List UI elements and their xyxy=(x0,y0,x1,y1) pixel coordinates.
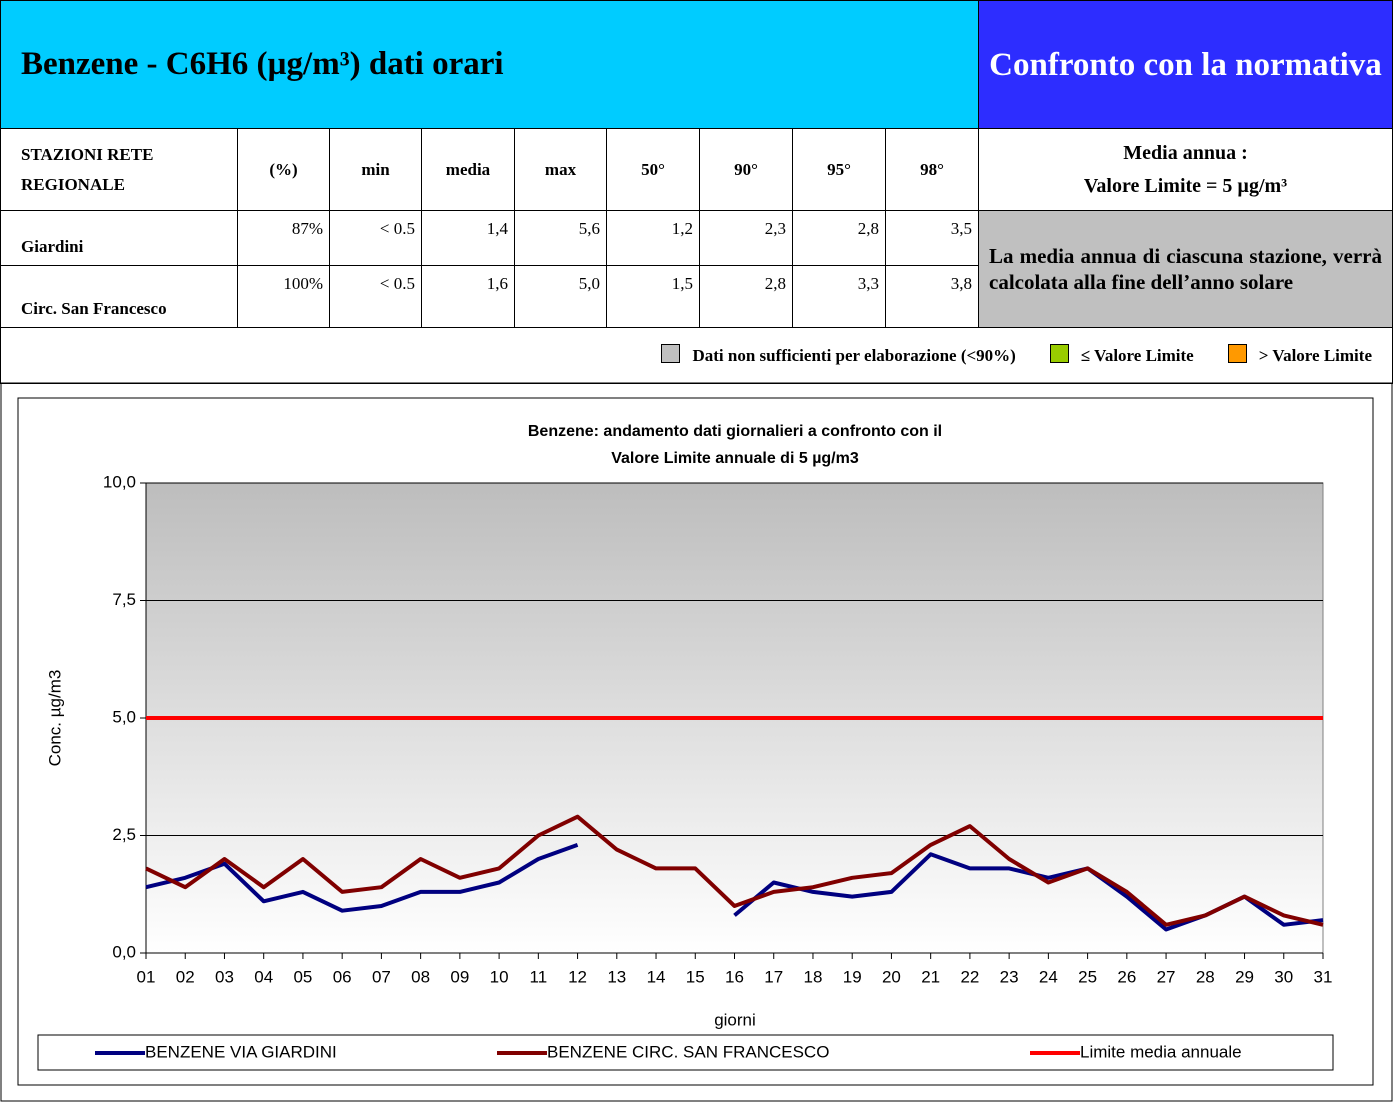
y-tick-label: 7,5 xyxy=(112,590,136,609)
header-title: Benzene - C6H6 (µg/m³) dati orari xyxy=(0,0,979,129)
x-tick-label: 21 xyxy=(921,967,940,986)
y-tick-label: 10,0 xyxy=(103,472,136,491)
column-header: 90° xyxy=(699,128,793,211)
table-cell: 87% xyxy=(237,210,330,266)
table-cell: < 0.5 xyxy=(329,265,422,328)
x-tick-label: 01 xyxy=(137,967,156,986)
station-name: Giardini xyxy=(0,210,238,266)
x-tick-label: 07 xyxy=(372,967,391,986)
x-axis-label: giorni xyxy=(714,1010,756,1029)
normativa-heading: Media annua : xyxy=(1123,141,1248,164)
x-tick-label: 31 xyxy=(1314,967,1333,986)
table-cell: 1,6 xyxy=(421,265,515,328)
x-tick-label: 06 xyxy=(333,967,352,986)
x-tick-label: 04 xyxy=(254,967,273,986)
x-tick-label: 20 xyxy=(882,967,901,986)
x-tick-label: 27 xyxy=(1157,967,1176,986)
y-tick-label: 5,0 xyxy=(112,707,136,726)
table-cell: 1,4 xyxy=(421,210,515,266)
legend-row: Dati non sufficienti per elaborazione (<… xyxy=(0,327,1393,384)
legend-label: BENZENE CIRC. SAN FRANCESCO xyxy=(547,1042,829,1061)
legend-label: Dati non sufficienti per elaborazione (<… xyxy=(692,345,1016,365)
x-tick-label: 10 xyxy=(490,967,509,986)
x-tick-label: 09 xyxy=(450,967,469,986)
legend-label: Limite media annuale xyxy=(1080,1042,1242,1061)
x-tick-label: 28 xyxy=(1196,967,1215,986)
column-header: 50° xyxy=(606,128,700,211)
x-tick-label: 17 xyxy=(764,967,783,986)
x-tick-label: 11 xyxy=(530,967,548,986)
column-header: media xyxy=(421,128,515,211)
x-tick-label: 23 xyxy=(1000,967,1019,986)
column-header: min xyxy=(329,128,422,211)
x-tick-label: 16 xyxy=(725,967,744,986)
table-cell: 2,8 xyxy=(792,210,886,266)
normativa-note: La media annua di ciascuna stazione, ver… xyxy=(978,210,1393,328)
normativa-head: Media annua : Valore Limite = 5 µg/m³ xyxy=(978,128,1393,211)
x-tick-label: 13 xyxy=(607,967,626,986)
legend-swatch xyxy=(1227,344,1247,363)
x-tick-label: 22 xyxy=(960,967,979,986)
table-cell: 2,3 xyxy=(699,210,793,266)
x-tick-label: 12 xyxy=(568,967,587,986)
table-cell: 100% xyxy=(237,265,330,328)
legend-label: BENZENE VIA GIARDINI xyxy=(145,1042,337,1061)
station-name: Circ. San Francesco xyxy=(0,265,238,328)
x-tick-label: 05 xyxy=(293,967,312,986)
x-tick-label: 18 xyxy=(804,967,823,986)
series-line xyxy=(145,814,1324,927)
chart-title: Valore Limite annuale di 5 µg/m3 xyxy=(611,450,859,467)
column-header: 98° xyxy=(885,128,979,211)
column-header: (%) xyxy=(237,128,330,211)
table-cell: 5,6 xyxy=(514,210,607,266)
table-cell: 3,5 xyxy=(885,210,979,266)
y-axis-label: Conc. µg/m3 xyxy=(45,670,64,767)
chart-title: Benzene: andamento dati giornalieri a co… xyxy=(528,423,942,440)
x-tick-label: 25 xyxy=(1078,967,1097,986)
x-tick-label: 02 xyxy=(176,967,195,986)
x-tick-label: 08 xyxy=(411,967,430,986)
table-cell: 1,5 xyxy=(606,265,700,328)
x-tick-label: 15 xyxy=(686,967,705,986)
table-cell: 2,8 xyxy=(699,265,793,328)
legend-swatch xyxy=(661,344,681,363)
x-tick-label: 03 xyxy=(215,967,234,986)
legend-box xyxy=(37,1034,1334,1071)
column-header: 95° xyxy=(792,128,886,211)
normativa-limit: Valore Limite = 5 µg/m³ xyxy=(1083,174,1288,197)
table-cell: 3,8 xyxy=(885,265,979,328)
x-tick-label: 14 xyxy=(647,967,666,986)
table-cell: 5,0 xyxy=(514,265,607,328)
column-header: max xyxy=(514,128,607,211)
header-right: Confronto con la normativa xyxy=(978,0,1393,129)
legend-label: > Valore Limite xyxy=(1258,345,1372,365)
legend-swatch xyxy=(1049,344,1069,363)
x-tick-label: 24 xyxy=(1039,967,1058,986)
table-cell: 1,2 xyxy=(606,210,700,266)
legend-label: ≤ Valore Limite xyxy=(1080,345,1194,365)
y-tick-label: 0,0 xyxy=(112,942,136,961)
x-tick-label: 26 xyxy=(1117,967,1136,986)
x-tick-label: 29 xyxy=(1235,967,1254,986)
column-header: STAZIONI RETE REGIONALE xyxy=(0,128,238,211)
x-tick-label: 30 xyxy=(1274,967,1293,986)
table-cell: 3,3 xyxy=(792,265,886,328)
x-tick-label: 19 xyxy=(843,967,862,986)
y-tick-label: 2,5 xyxy=(112,825,136,844)
table-cell: < 0.5 xyxy=(329,210,422,266)
